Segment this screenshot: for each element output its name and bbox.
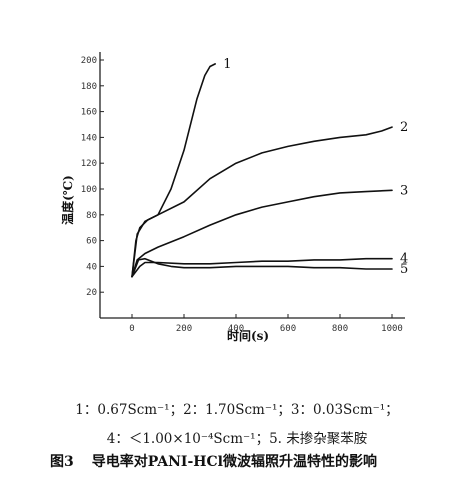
figure-caption: 图3 导电率对PANI-HCl微波辐照升温特性的影响 xyxy=(50,451,377,471)
series-line-5 xyxy=(131,257,393,278)
y-tick-label: 60 xyxy=(86,237,97,247)
series-line-3 xyxy=(131,189,393,278)
x-tick-label: 200 xyxy=(176,324,192,334)
x-tick-label: 1000 xyxy=(381,324,403,334)
y-tick-label: 80 xyxy=(86,211,97,221)
series-labels: 1 2 3 45 xyxy=(223,57,408,277)
series-label-5: 5 xyxy=(400,262,408,277)
y-tick-label: 40 xyxy=(86,262,97,272)
x-tick-label: 600 xyxy=(280,324,296,334)
figure-title: 导电率对PANI-HCl微波辐照升温特性的影响 xyxy=(91,454,377,470)
ticks: 0 200 400 600 800 1000 20 40 60 80 100 120 140 160 180… xyxy=(81,56,403,334)
y-tick-label: 160 xyxy=(81,108,97,118)
x-axis-label: 时间(s) xyxy=(227,328,269,343)
series-lines xyxy=(131,63,393,278)
legend-line-2: 4：＜1.00×10⁻⁴Scm⁻¹；5. 未掺杂聚苯胺 xyxy=(106,431,368,447)
series-line-2 xyxy=(131,126,393,278)
y-tick-label: 20 xyxy=(86,288,97,298)
series-label-4: 4 xyxy=(400,252,408,267)
y-tick-label: 120 xyxy=(81,159,97,169)
series-label-2: 2 xyxy=(400,120,408,135)
y-tick-label: 140 xyxy=(81,133,97,143)
axes xyxy=(99,52,405,319)
y-tick-label: 200 xyxy=(81,56,97,66)
figure-number: 图3 xyxy=(50,454,74,470)
x-tick-label: 800 xyxy=(332,324,348,334)
y-tick-label: 180 xyxy=(81,82,97,92)
y-axis-label: 温度(℃) xyxy=(60,175,75,225)
y-tick-label: 100 xyxy=(81,185,97,195)
series-line-1 xyxy=(131,63,216,278)
chart: 0 200 400 600 800 1000 20 40 60 80 100 120 140 160 180… xyxy=(60,52,408,343)
x-tick-label: 400 xyxy=(228,324,244,334)
series-line-4 xyxy=(131,257,393,278)
legend-line-1: 1：0.67Scm⁻¹；2：1.70Scm⁻¹；3：0.03Scm⁻¹； xyxy=(75,402,399,418)
series-label-1: 1 xyxy=(223,57,231,72)
series-label-3: 3 xyxy=(400,183,408,198)
x-tick-label: 0 xyxy=(129,324,134,334)
